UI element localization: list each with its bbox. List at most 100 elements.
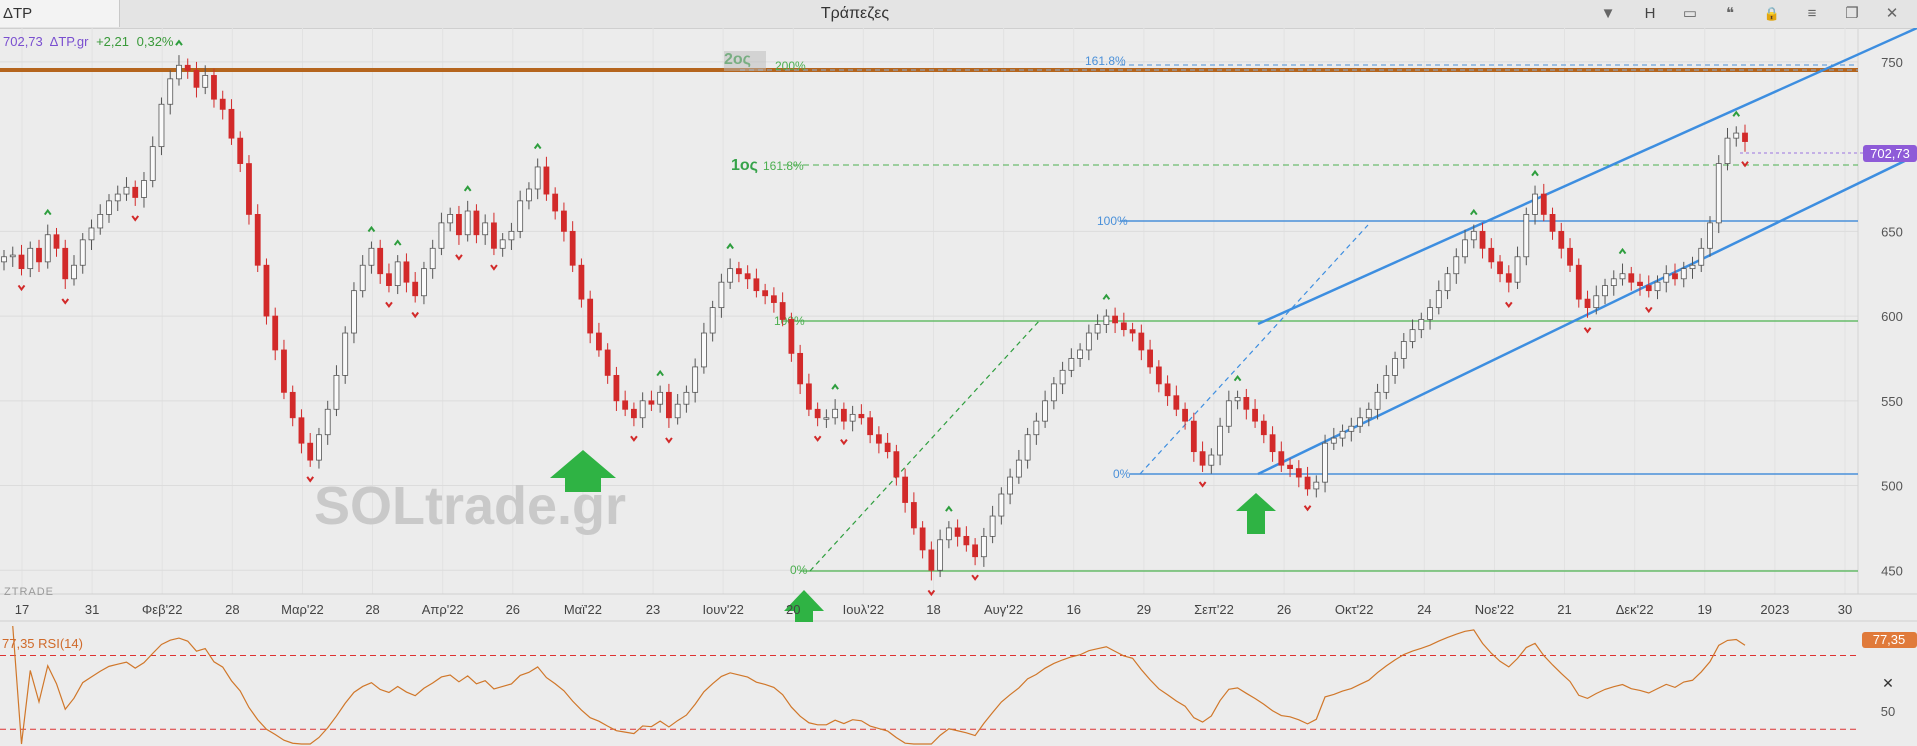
- candle[interactable]: [254, 214, 261, 266]
- candle[interactable]: [832, 408, 839, 419]
- candle[interactable]: [1663, 273, 1670, 283]
- candle[interactable]: [1260, 420, 1267, 436]
- candle[interactable]: [709, 307, 716, 334]
- projection-blue-line[interactable]: [1139, 224, 1369, 475]
- candle[interactable]: [639, 400, 646, 419]
- candle[interactable]: [858, 413, 865, 419]
- candle[interactable]: [1182, 408, 1188, 422]
- candle[interactable]: [840, 408, 847, 422]
- candle[interactable]: [805, 383, 812, 410]
- candle[interactable]: [1094, 324, 1101, 334]
- candle[interactable]: [429, 247, 436, 270]
- candle[interactable]: [18, 254, 25, 270]
- candle[interactable]: [1112, 315, 1118, 324]
- candle[interactable]: [884, 442, 891, 453]
- candle[interactable]: [587, 298, 594, 334]
- candle[interactable]: [473, 210, 480, 236]
- candle[interactable]: [272, 315, 279, 351]
- candle[interactable]: [552, 193, 559, 212]
- candle[interactable]: [1383, 374, 1390, 393]
- candle[interactable]: [1304, 476, 1311, 490]
- candle[interactable]: [1278, 451, 1285, 466]
- rsi-close-icon[interactable]: ✕: [1882, 675, 1894, 691]
- candle[interactable]: [1540, 193, 1547, 215]
- candle[interactable]: [1418, 319, 1425, 331]
- rsi-panel[interactable]: [0, 625, 1858, 745]
- candle[interactable]: [114, 193, 121, 202]
- candle[interactable]: [499, 239, 506, 249]
- candle[interactable]: [596, 332, 602, 351]
- candle[interactable]: [770, 295, 777, 303]
- candle[interactable]: [1672, 273, 1678, 280]
- candle[interactable]: [141, 180, 147, 198]
- candle[interactable]: [1514, 256, 1521, 283]
- candle[interactable]: [1453, 256, 1460, 275]
- candle[interactable]: [700, 332, 707, 368]
- candle[interactable]: [1042, 400, 1049, 422]
- quote-icon[interactable]: ❝: [1725, 5, 1735, 22]
- candle[interactable]: [368, 247, 375, 266]
- candle[interactable]: [954, 527, 961, 537]
- candle[interactable]: [211, 75, 217, 100]
- restore-icon[interactable]: ❐: [1845, 5, 1859, 22]
- candle[interactable]: [316, 434, 322, 461]
- candle[interactable]: [403, 261, 410, 283]
- candle[interactable]: [657, 391, 664, 405]
- candle[interactable]: [622, 400, 629, 410]
- candle[interactable]: [683, 391, 690, 405]
- candle[interactable]: [1505, 273, 1512, 283]
- candle[interactable]: [88, 227, 95, 241]
- candle[interactable]: [762, 290, 769, 297]
- candle[interactable]: [1400, 341, 1407, 359]
- candle[interactable]: [779, 302, 786, 320]
- projection-green-line[interactable]: [809, 319, 1041, 572]
- candle[interactable]: [351, 290, 357, 334]
- candle[interactable]: [298, 417, 305, 444]
- candle[interactable]: [1462, 239, 1468, 258]
- candle[interactable]: [910, 502, 917, 529]
- candle[interactable]: [394, 261, 401, 286]
- candle[interactable]: [158, 103, 165, 148]
- candle[interactable]: [666, 391, 672, 419]
- candle[interactable]: [491, 222, 497, 249]
- candle[interactable]: [1295, 468, 1302, 478]
- candle[interactable]: [1733, 132, 1740, 139]
- candle[interactable]: [604, 349, 611, 376]
- candle[interactable]: [980, 535, 987, 558]
- candle[interactable]: [1409, 329, 1416, 342]
- candle[interactable]: [1575, 264, 1582, 300]
- candle[interactable]: [1742, 132, 1748, 142]
- candle[interactable]: [753, 278, 760, 292]
- candle[interactable]: [359, 264, 366, 292]
- close-icon[interactable]: ✕: [1885, 5, 1899, 22]
- candle[interactable]: [386, 273, 392, 286]
- candle[interactable]: [1199, 451, 1206, 466]
- candle[interactable]: [132, 186, 139, 198]
- candle[interactable]: [508, 230, 515, 241]
- candle[interactable]: [1689, 264, 1696, 270]
- candle[interactable]: [193, 69, 200, 88]
- candle[interactable]: [1138, 332, 1145, 351]
- candle[interactable]: [1330, 437, 1337, 444]
- candle[interactable]: [71, 264, 77, 280]
- candle[interactable]: [875, 434, 882, 444]
- candle[interactable]: [718, 281, 725, 309]
- candle[interactable]: [517, 200, 524, 232]
- candle[interactable]: [53, 234, 60, 249]
- candle[interactable]: [648, 400, 655, 405]
- candle[interactable]: [1357, 417, 1363, 427]
- candle[interactable]: [1365, 408, 1372, 419]
- candle[interactable]: [1645, 285, 1652, 292]
- candle[interactable]: [1339, 430, 1346, 439]
- candle[interactable]: [1243, 397, 1250, 410]
- candle[interactable]: [1427, 307, 1433, 320]
- candle[interactable]: [289, 391, 296, 419]
- candle[interactable]: [123, 186, 130, 195]
- candle[interactable]: [998, 493, 1005, 517]
- candle[interactable]: [1, 256, 7, 263]
- candle[interactable]: [674, 403, 681, 419]
- dropdown-icon[interactable]: ▼: [1600, 5, 1616, 22]
- candle[interactable]: [823, 417, 830, 420]
- candle[interactable]: [1050, 383, 1057, 402]
- candle[interactable]: [1435, 290, 1442, 309]
